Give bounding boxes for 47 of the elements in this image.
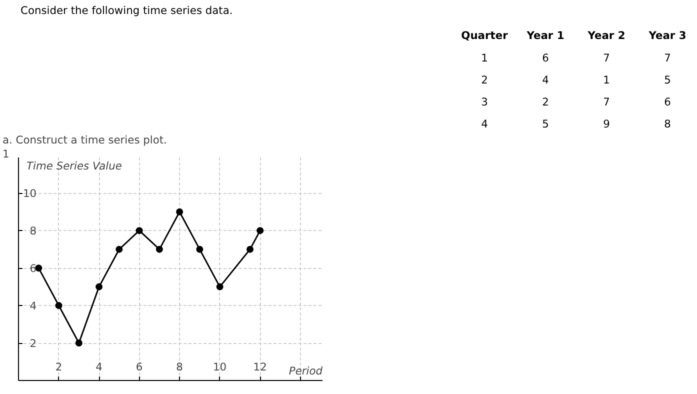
x-tick-label: 4: [96, 360, 103, 374]
y-tick-label: 2: [30, 337, 36, 350]
x-tick-label: Year 1: [526, 29, 564, 42]
x-tick-label: 8: [176, 360, 184, 374]
data-label: 7: [603, 52, 610, 64]
y-tick-label: 4: [481, 118, 488, 130]
x-tick-label: 2: [55, 360, 62, 374]
y-tick-label: 1: [481, 52, 488, 64]
point: [156, 246, 163, 253]
y-axis-title: Time Series Value: [26, 160, 122, 172]
x-tick-label: Year 2: [586, 29, 626, 42]
data-label: 7: [664, 52, 671, 64]
x-axis-title: Period: [288, 364, 323, 378]
data-label: 6: [542, 52, 550, 64]
x-tick-label: Year 3: [648, 29, 686, 42]
text: 1: [2, 148, 10, 160]
point: [136, 227, 143, 234]
y-axis-title: Quarter: [461, 29, 509, 42]
point: [96, 283, 103, 290]
point: [256, 227, 264, 234]
point: [196, 246, 204, 253]
data-label: 5: [542, 118, 549, 130]
y-tick-label: 3: [481, 96, 488, 108]
point: [246, 246, 254, 253]
point: [75, 340, 82, 347]
data-label: 9: [603, 118, 610, 130]
y-tick-label: 2: [481, 74, 488, 86]
data-label: 8: [664, 118, 672, 130]
data-label: 2: [542, 96, 549, 108]
data-label: 4: [542, 74, 550, 86]
y-tick-label: 4: [30, 300, 37, 313]
y-tick-label: 6: [30, 262, 37, 276]
point: [176, 208, 184, 216]
text: Consider the following time series data.: [20, 4, 233, 17]
chart-title: a. Construct a time series plot.: [2, 134, 167, 146]
x-tick-label: 12: [253, 360, 267, 374]
y-tick-label: 8: [30, 224, 37, 238]
point: [216, 283, 224, 290]
point: [55, 302, 62, 310]
data-label: 5: [664, 74, 671, 86]
point: [116, 246, 123, 253]
data-label: 7: [603, 96, 610, 108]
x-tick-label: 6: [136, 360, 143, 374]
data-label: 1: [603, 74, 610, 86]
y-tick-label: 10: [22, 187, 37, 200]
x-tick-label: 10: [213, 360, 227, 374]
data-label: 6: [664, 96, 672, 108]
